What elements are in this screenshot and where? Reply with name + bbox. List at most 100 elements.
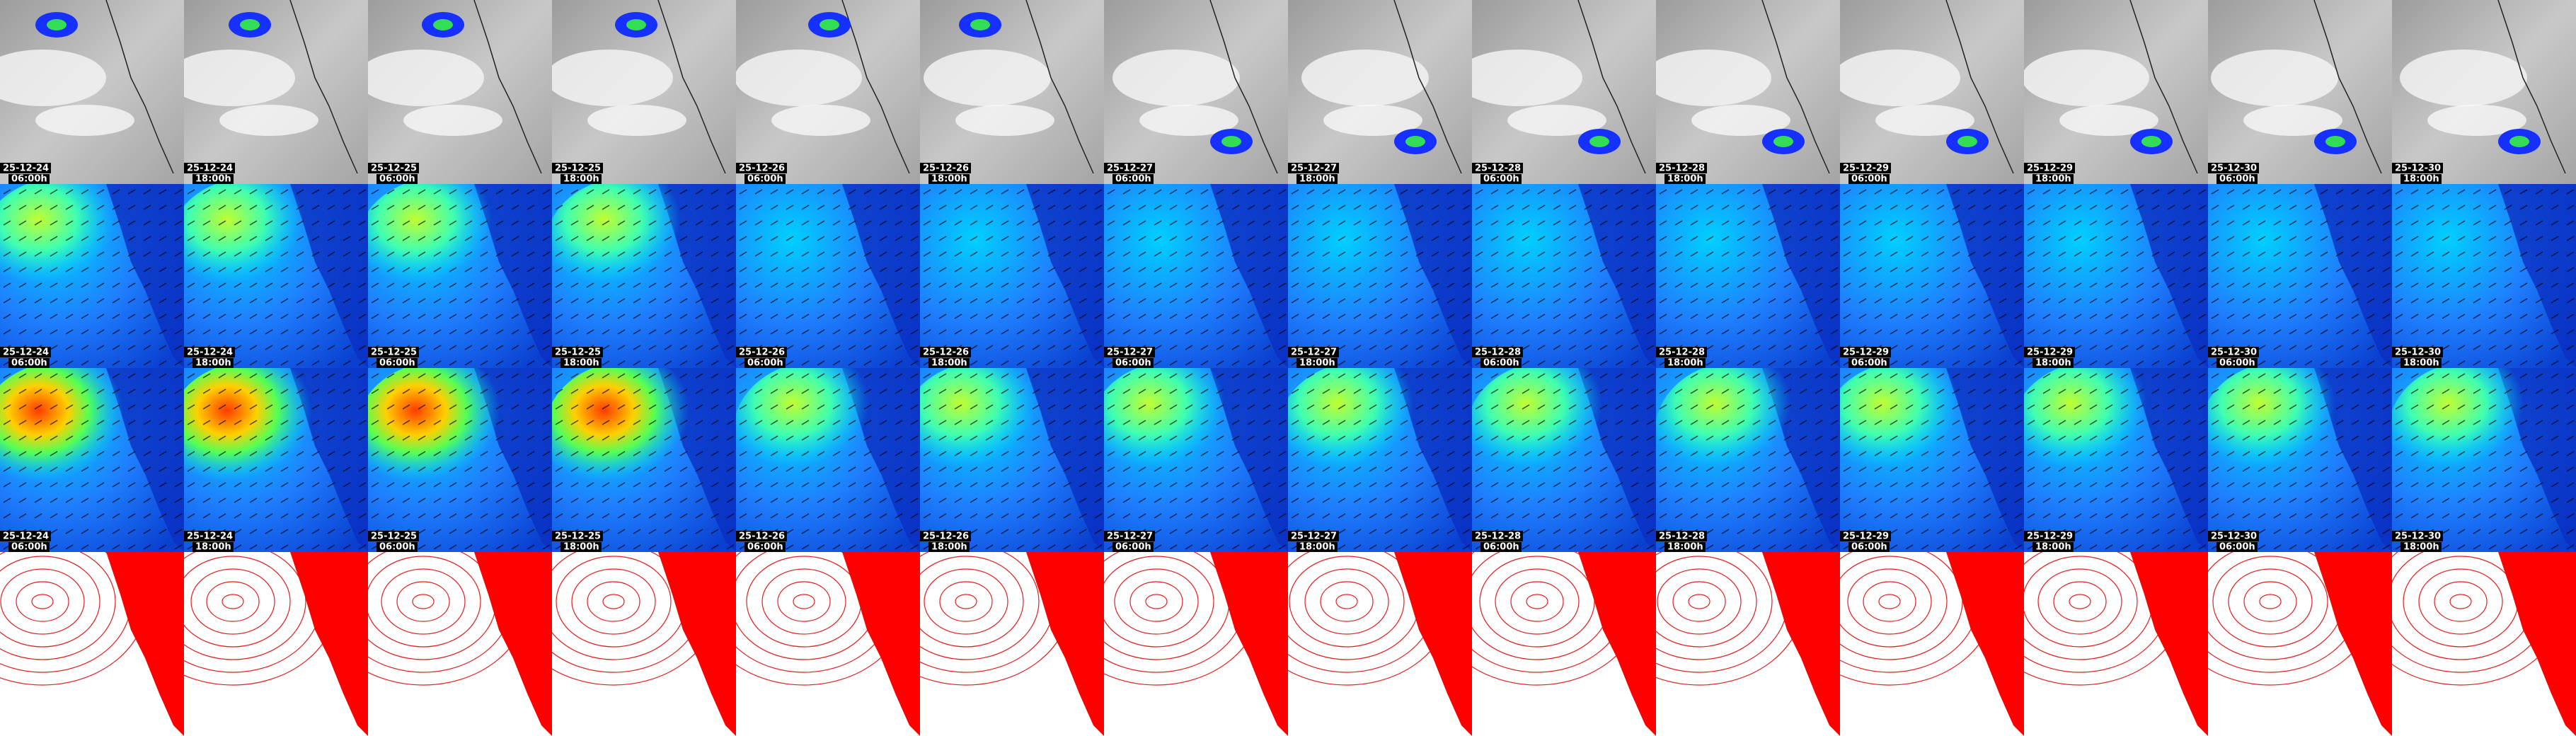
- isobar: [412, 594, 435, 609]
- time-box: [192, 174, 234, 184]
- date-box: [2208, 163, 2259, 173]
- time-label: 18:00h: [2403, 542, 2439, 553]
- cloud: [2400, 50, 2527, 106]
- cloud: [1691, 105, 1790, 136]
- date-label: 25-12-28: [1475, 163, 1521, 174]
- time-box: [1848, 542, 1890, 552]
- date-box: [920, 531, 971, 541]
- wind-arrows: [2024, 368, 2208, 552]
- date-box: [1472, 531, 1523, 541]
- precip: [1957, 136, 1977, 147]
- map-body: [2024, 368, 2208, 552]
- isobar: [381, 568, 466, 635]
- date-label: 25-12-28: [1659, 163, 1705, 174]
- time-box: [8, 358, 50, 368]
- time-box: [192, 542, 234, 552]
- precip: [433, 19, 453, 30]
- map-body: [2392, 184, 2576, 368]
- map-body: [1656, 184, 1840, 368]
- time-label: 06:00h: [2219, 542, 2255, 553]
- cloud: [1301, 50, 1429, 106]
- wind-arrows: [1104, 184, 1288, 368]
- map-body: [2392, 368, 2576, 552]
- map-tile: [2024, 552, 2208, 736]
- time-label: 18:00h: [195, 358, 231, 369]
- isobar: [1304, 568, 1389, 635]
- date-label: 25-12-29: [2027, 531, 2073, 542]
- cloud: [403, 105, 502, 136]
- time-box: [560, 358, 602, 368]
- isobar: [396, 581, 450, 622]
- land: [1946, 552, 2024, 736]
- precip: [970, 19, 990, 30]
- precip: [2509, 136, 2529, 147]
- map-body: [920, 0, 1104, 184]
- date-box: [1840, 347, 1891, 357]
- wind-arrows: [552, 184, 736, 368]
- time-box: [2032, 358, 2074, 368]
- cloud: [924, 50, 1051, 106]
- map-body: [1288, 184, 1472, 368]
- cloud: [1323, 105, 1422, 136]
- map-body: [552, 552, 736, 736]
- time-box: [1480, 358, 1522, 368]
- isobar: [222, 594, 244, 609]
- date-label: 25-12-26: [739, 531, 785, 542]
- time-label: 18:00h: [1299, 174, 1335, 185]
- time-box: [1296, 174, 1338, 184]
- time-label: 06:00h: [2219, 358, 2255, 369]
- isobar: [1840, 556, 1948, 648]
- date-label: 25-12-26: [923, 347, 969, 358]
- date-label: 25-12-29: [2027, 347, 2073, 358]
- map-body: [736, 0, 920, 184]
- land: [2130, 552, 2208, 736]
- isobar: [368, 556, 481, 648]
- date-label: 25-12-27: [1291, 347, 1337, 358]
- isobar: [2434, 581, 2488, 622]
- map-body: [552, 184, 736, 368]
- isobar: [184, 556, 291, 648]
- isobar: [2259, 594, 2282, 609]
- isobar: [1878, 594, 1901, 609]
- time-label: 06:00h: [379, 542, 415, 553]
- isobar: [16, 581, 69, 622]
- isobar: [1672, 581, 1726, 622]
- isobar: [206, 581, 260, 622]
- map-tile: [736, 552, 920, 736]
- time-label: 06:00h: [1115, 358, 1151, 369]
- map-tile: [920, 552, 1104, 736]
- date-label: 25-12-28: [1659, 347, 1705, 358]
- date-box: [2024, 347, 2075, 357]
- date-box: [2392, 531, 2443, 541]
- coastline: [473, 0, 542, 174]
- date-box: [1656, 347, 1707, 357]
- date-box: [2024, 531, 2075, 541]
- map-body: [1104, 552, 1288, 736]
- map-body: [1104, 0, 1288, 184]
- date-box: [184, 163, 235, 173]
- isobar: [2449, 594, 2472, 609]
- map-body: [0, 368, 184, 552]
- time-label: 18:00h: [1667, 174, 1703, 185]
- land: [2498, 552, 2576, 736]
- isobar: [761, 568, 846, 635]
- map-body: [1840, 552, 2024, 736]
- date-box: [736, 163, 787, 173]
- cloud: [955, 105, 1054, 136]
- time-box: [560, 174, 602, 184]
- date-label: 25-12-25: [555, 531, 601, 542]
